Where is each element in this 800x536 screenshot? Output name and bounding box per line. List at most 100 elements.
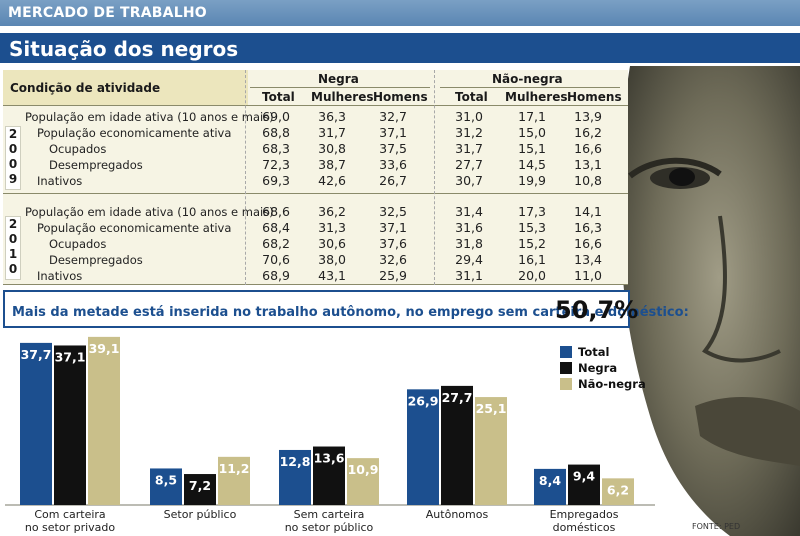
category-label: Empregados — [550, 508, 619, 521]
cell: 27,7 — [455, 157, 483, 172]
cell: 38,7 — [318, 157, 346, 172]
cell: 31,1 — [455, 268, 483, 283]
year-digit: 1 — [8, 247, 18, 261]
row-label: Desempregados — [49, 158, 143, 172]
bar — [602, 478, 634, 505]
cell: 16,2 — [574, 125, 602, 140]
bar — [534, 468, 566, 505]
bar-value-label: 39,1 — [89, 341, 120, 356]
cell: 17,3 — [518, 204, 546, 219]
cell: 14,5 — [518, 157, 546, 172]
bar-value-label: 8,5 — [155, 472, 177, 487]
bar-value-label: 7,2 — [189, 478, 211, 493]
cell: 26,7 — [379, 173, 407, 188]
highlight-value: 50,7% — [555, 296, 639, 324]
cell: 72,3 — [262, 157, 290, 172]
cell: 37,6 — [379, 236, 407, 251]
cell: 10,8 — [574, 173, 602, 188]
year-digit: 0 — [8, 157, 18, 171]
cell: 68,8 — [262, 125, 290, 140]
year-digit: 0 — [8, 142, 18, 156]
cell: 25,9 — [379, 268, 407, 283]
cell: 19,9 — [518, 173, 546, 188]
cell: 30,7 — [455, 173, 483, 188]
bar — [54, 345, 86, 505]
cell: 68,3 — [262, 141, 290, 156]
group-header-negra: Negra — [318, 72, 359, 86]
bar-value-label: 12,8 — [280, 454, 311, 469]
column-divider — [245, 70, 246, 285]
cell: 36,2 — [318, 204, 346, 219]
legend-label: Negra — [578, 361, 617, 375]
cell: 31,8 — [455, 236, 483, 251]
bar — [313, 446, 345, 505]
legend-swatch — [560, 378, 572, 390]
cell: 69,0 — [262, 109, 290, 124]
cell: 15,2 — [518, 236, 546, 251]
section-band — [0, 0, 800, 26]
bar — [88, 336, 120, 505]
legend-label: Total — [578, 345, 609, 359]
row-label: Inativos — [37, 174, 83, 188]
cell: 16,3 — [574, 220, 602, 235]
bar-value-label: 8,4 — [539, 473, 561, 488]
cell: 68,4 — [262, 220, 290, 235]
cell: 31,4 — [455, 204, 483, 219]
cell: 16,6 — [574, 141, 602, 156]
cell: 31,3 — [318, 220, 346, 235]
bar — [150, 468, 182, 505]
cell: 14,1 — [574, 204, 602, 219]
bar — [441, 385, 473, 505]
cell: 31,7 — [318, 125, 346, 140]
cell: 20,0 — [518, 268, 546, 283]
cell: 31,6 — [455, 220, 483, 235]
col-header: Total — [262, 90, 295, 104]
year-marker-2010 — [5, 216, 21, 280]
cell: 32,5 — [379, 204, 407, 219]
year-digit: 2 — [8, 217, 18, 231]
category-label: Com carteira — [34, 508, 105, 521]
cell: 38,0 — [318, 252, 346, 267]
bar — [568, 464, 600, 505]
bar-value-label: 37,7 — [21, 347, 52, 362]
cell: 30,6 — [318, 236, 346, 251]
cell: 15,3 — [518, 220, 546, 235]
bar-value-label: 6,2 — [607, 482, 629, 497]
year-digit: 9 — [8, 172, 18, 186]
year-digit: 0 — [8, 262, 18, 276]
cell: 13,9 — [574, 109, 602, 124]
highlight-text: Mais da metade está inserida no trabalho… — [12, 305, 689, 320]
cell: 36,3 — [318, 109, 346, 124]
bar-value-label: 13,6 — [314, 451, 345, 466]
cell: 31,7 — [455, 141, 483, 156]
row-label: Ocupados — [49, 237, 107, 251]
category-label: no setor privado — [25, 521, 116, 534]
row-label: Inativos — [37, 269, 83, 283]
year-digit: 2 — [8, 127, 18, 141]
bar — [184, 474, 216, 505]
year-marker-2009 — [5, 126, 21, 190]
cell: 42,6 — [318, 173, 346, 188]
bar-value-label: 9,4 — [573, 469, 595, 484]
title-bar — [0, 33, 800, 63]
category-label: Autônomos — [426, 508, 489, 521]
year-divider — [3, 193, 628, 194]
table-header-cell — [3, 70, 248, 105]
source-note: FONTE: PED — [692, 522, 741, 531]
cell: 33,6 — [379, 157, 407, 172]
row-header: Condição de atividade — [10, 81, 161, 95]
table-bottom-rule — [3, 284, 628, 285]
cell: 15,0 — [518, 125, 546, 140]
cell: 31,0 — [455, 109, 483, 124]
col-header: Homens — [373, 90, 428, 104]
bar — [20, 342, 52, 505]
group-underline — [440, 87, 620, 88]
legend-swatch — [560, 362, 572, 374]
cell: 13,1 — [574, 157, 602, 172]
header-divider — [3, 105, 628, 106]
group-underline — [250, 87, 430, 88]
cell: 31,2 — [455, 125, 483, 140]
bar — [279, 449, 311, 505]
col-header: Mulheres — [505, 90, 568, 104]
